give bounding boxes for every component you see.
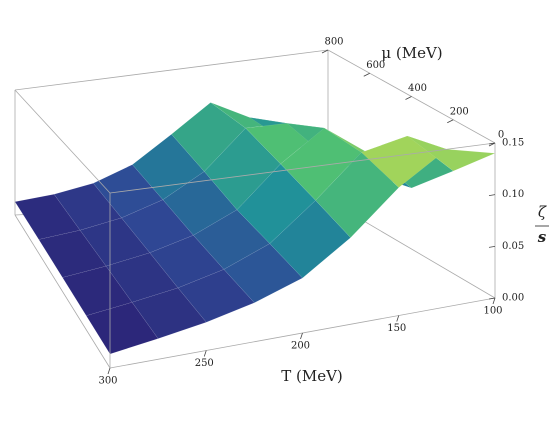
surface-patch xyxy=(269,200,351,279)
surface-patch xyxy=(131,287,207,339)
box-edge xyxy=(14,214,111,369)
surface-patch xyxy=(280,127,362,201)
z-tick xyxy=(488,297,496,300)
x-tick-label: 300 xyxy=(98,376,117,387)
x-tick xyxy=(396,315,400,322)
surface-patch xyxy=(315,152,400,238)
surface-patch xyxy=(236,163,316,244)
surface-patch xyxy=(407,135,496,172)
x-tick-label: 250 xyxy=(195,358,214,369)
z-tick-label: 0.00 xyxy=(502,293,524,304)
z-tick xyxy=(488,194,496,197)
z-tick-label: 0.10 xyxy=(502,189,524,200)
x-tick xyxy=(300,332,303,340)
x-axis-label: T (MeV) xyxy=(281,367,343,385)
z-tick-label: 0.05 xyxy=(502,241,524,252)
z-tick-label: 0.15 xyxy=(502,138,524,149)
box-edge xyxy=(14,49,329,91)
x-tick xyxy=(492,297,496,305)
y-tick-label: 400 xyxy=(408,83,427,94)
box-edge xyxy=(109,142,496,194)
surface-patch xyxy=(223,243,303,304)
z-axis-label-denominator: s xyxy=(538,228,547,246)
y-tick-label: 600 xyxy=(366,60,385,71)
x-tick-label: 150 xyxy=(387,323,406,334)
y-tick-label: 0 xyxy=(498,130,504,141)
x-tick-label: 200 xyxy=(291,341,310,352)
y-tick xyxy=(405,96,412,100)
y-tick-label: 800 xyxy=(324,37,343,48)
x-tick-label: 100 xyxy=(483,306,502,317)
x-tick xyxy=(203,350,207,357)
y-tick xyxy=(321,49,329,54)
y-tick-label: 200 xyxy=(450,106,469,117)
z-tick xyxy=(488,142,496,145)
x-tick xyxy=(107,367,111,375)
y-tick xyxy=(447,119,454,124)
z-axis-label-numerator: ζ xyxy=(538,203,547,221)
z-tick xyxy=(488,245,496,248)
box-edge xyxy=(14,89,111,194)
y-axis-label: μ (MeV) xyxy=(381,44,442,62)
y-tick xyxy=(363,72,370,77)
